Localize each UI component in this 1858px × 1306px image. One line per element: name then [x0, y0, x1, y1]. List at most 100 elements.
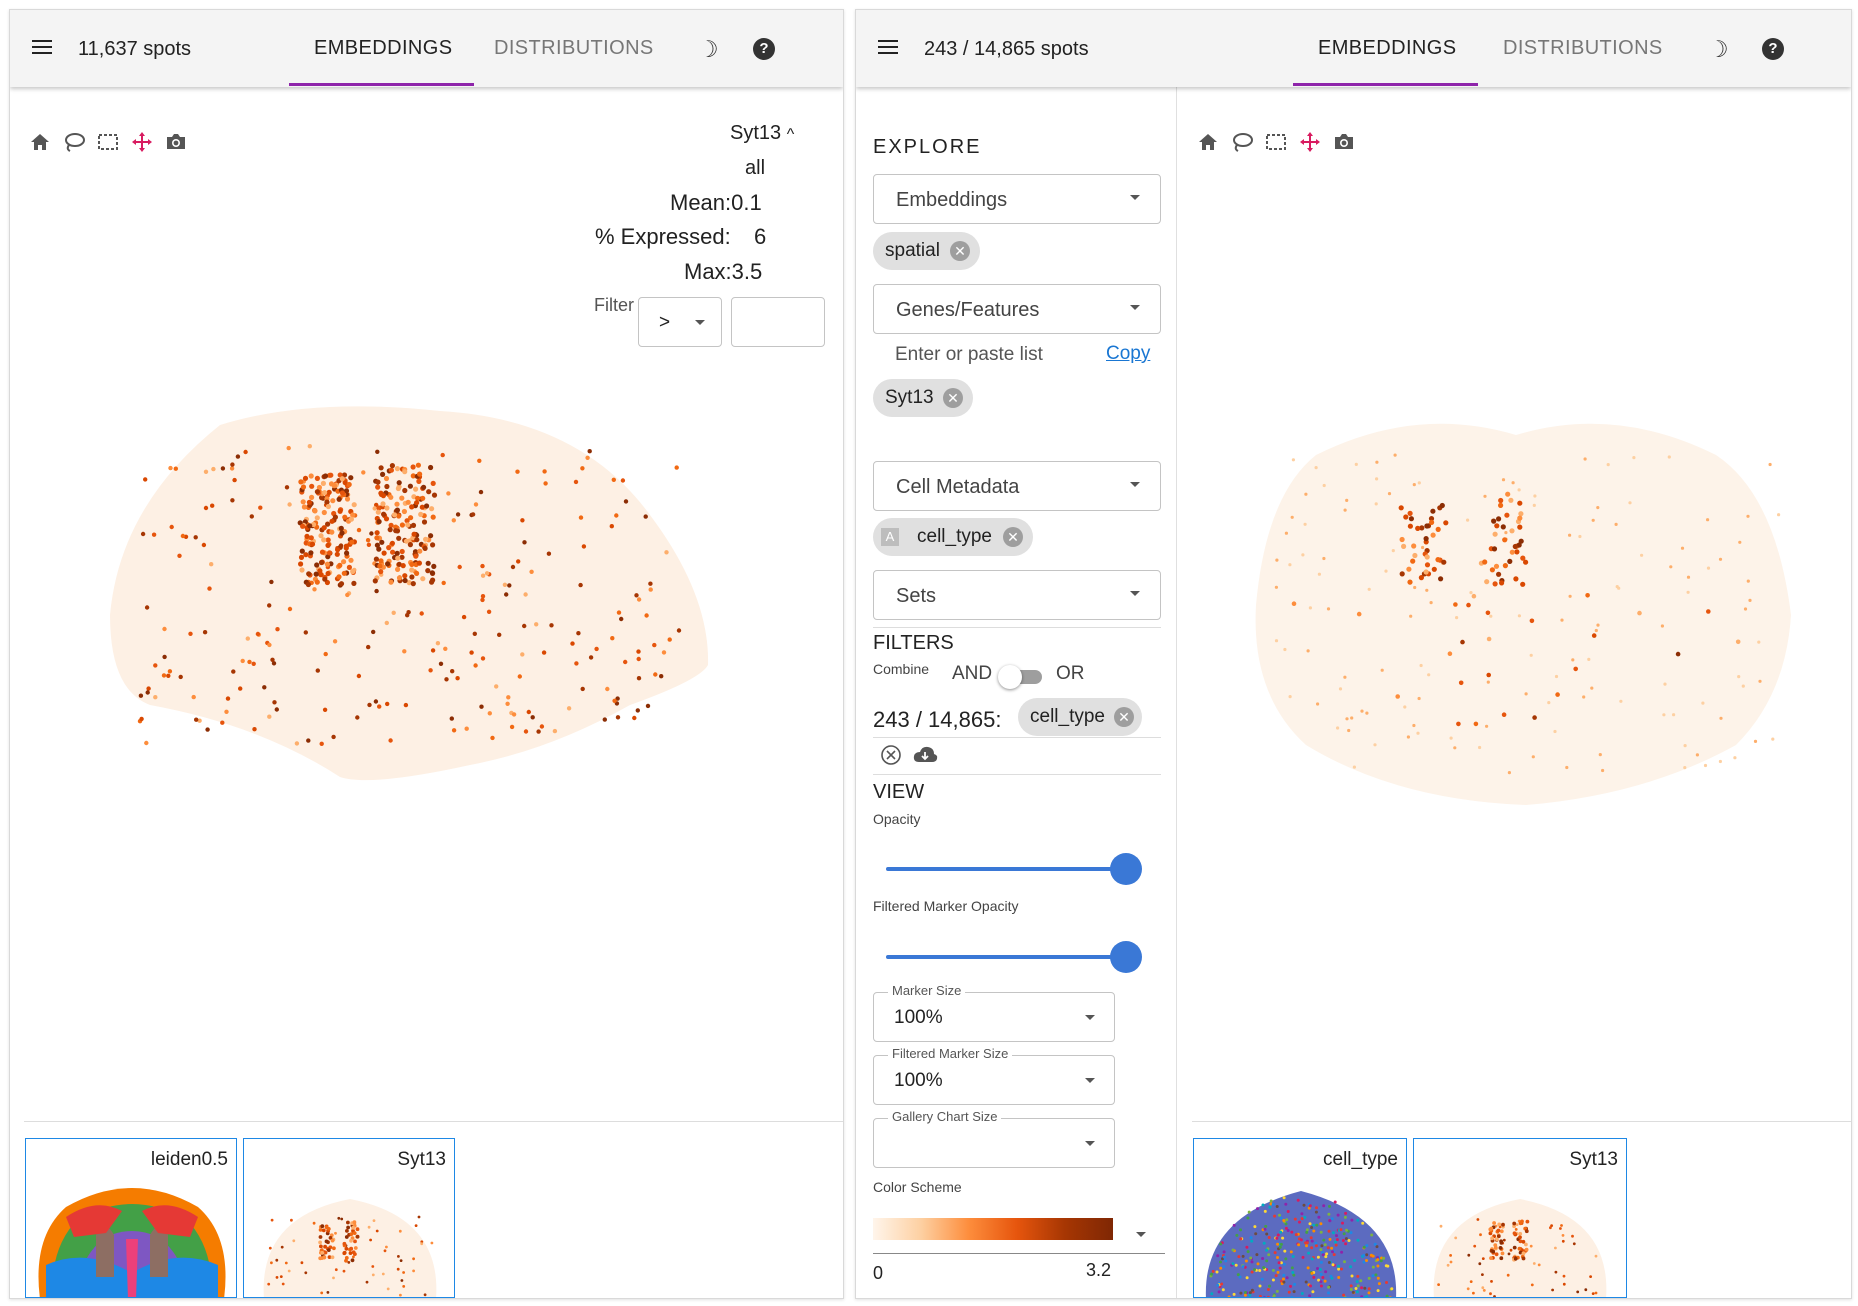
filtered-marker-size-select[interactable]: Filtered Marker Size 100% [873, 1046, 1115, 1105]
help-icon[interactable]: ? [753, 38, 775, 60]
filters-title: FILTERS [873, 632, 954, 654]
embeddings-select[interactable]: Embeddings [873, 174, 1161, 224]
help-icon[interactable]: ? [1762, 38, 1784, 60]
color-scheme-dropdown-icon[interactable] [1136, 1232, 1146, 1237]
left-panel: 11,637 spots EMBEDDINGS DISTRIBUTIONS ☽ … [9, 9, 844, 1299]
download-icon[interactable] [912, 744, 938, 766]
remove-chip-icon[interactable]: ✕ [950, 241, 970, 261]
menu-icon[interactable] [32, 40, 52, 56]
stats-expressed-label: % Expressed: [595, 224, 731, 249]
filtered-opacity-label: Filtered Marker Opacity [873, 898, 1019, 914]
camera-icon[interactable] [164, 130, 188, 154]
filter-operator-select[interactable]: > [638, 297, 722, 347]
remove-chip-icon[interactable]: ✕ [1003, 527, 1023, 547]
filter-count: 243 / 14,865: [873, 707, 1002, 732]
color-scheme-gradient[interactable] [873, 1218, 1113, 1240]
spatial-scatter-plot[interactable] [1216, 415, 1836, 855]
filtered-opacity-slider-thumb[interactable] [1110, 941, 1142, 973]
explore-title: EXPLORE [873, 136, 982, 158]
categorical-icon: A [881, 528, 899, 546]
view-title: VIEW [873, 781, 925, 803]
stats-subset: all [745, 157, 766, 179]
or-label: OR [1056, 663, 1085, 684]
clear-filter-icon[interactable] [880, 744, 902, 766]
remove-chip-icon[interactable]: ✕ [1114, 707, 1134, 727]
region-right-striatum [150, 1226, 168, 1277]
cell-type-points [1209, 1196, 1394, 1297]
filtered-opacity-slider[interactable] [886, 955, 1126, 959]
region-left-striatum [96, 1226, 114, 1277]
gene-list-input[interactable]: Enter or paste list [895, 344, 1043, 365]
thumb-label: Syt13 [1569, 1149, 1618, 1170]
tissue-outline [110, 406, 709, 781]
expression-points [137, 444, 682, 746]
lasso-icon[interactable] [62, 130, 86, 154]
stats-mean: Mean:0.1 [670, 190, 762, 215]
camera-icon[interactable] [1332, 130, 1356, 154]
spots-count: 11,637 spots [78, 38, 192, 60]
filter-value-input[interactable] [731, 297, 825, 347]
lasso-icon[interactable] [1230, 130, 1254, 154]
tab-embeddings[interactable]: EMBEDDINGS [1318, 37, 1457, 59]
marker-size-select[interactable]: Marker Size 100% [873, 983, 1115, 1042]
pan-icon[interactable] [1298, 130, 1322, 154]
gallery-chart-size-select[interactable]: Gallery Chart Size [873, 1109, 1115, 1168]
sets-select[interactable]: Sets [873, 570, 1161, 620]
color-min-label: 0 [873, 1263, 884, 1283]
dark-mode-icon[interactable]: ☽ [1708, 36, 1729, 62]
color-scheme-label: Color Scheme [873, 1179, 962, 1195]
box-select-icon[interactable] [1264, 130, 1288, 154]
region-red-left [66, 1205, 122, 1237]
cell-metadata-select[interactable]: Cell Metadata [873, 461, 1161, 511]
and-label: AND [952, 663, 993, 684]
opacity-slider-thumb[interactable] [1110, 853, 1142, 885]
opacity-slider[interactable] [886, 867, 1126, 871]
right-panel: 243 / 14,865 spots EMBEDDINGS DISTRIBUTI… [855, 9, 1852, 1299]
filter-chip-cell-type[interactable]: cell_type ✕ [1018, 698, 1142, 736]
region-midline [126, 1239, 138, 1297]
gallery-thumb-cell-type[interactable]: cell_type [1193, 1138, 1407, 1298]
syt13-thumbnail-plot [263, 1199, 437, 1297]
stats-max: Max:3.5 [684, 259, 763, 284]
gallery-divider [24, 1121, 843, 1122]
dark-mode-icon[interactable]: ☽ [698, 36, 719, 62]
opacity-label: Opacity [873, 811, 921, 827]
tab-indicator [289, 83, 474, 86]
section-divider [873, 737, 1161, 738]
genes-features-select[interactable]: Genes/Features [873, 284, 1161, 334]
pan-icon[interactable] [130, 130, 154, 154]
filter-label: Filter [594, 295, 634, 315]
gallery-thumb-syt13[interactable]: Syt13 [243, 1138, 455, 1298]
home-icon[interactable] [28, 130, 52, 154]
expression-points [1437, 1218, 1598, 1297]
cell-type-thumbnail-plot [1205, 1191, 1397, 1297]
tab-distributions[interactable]: DISTRIBUTIONS [1503, 37, 1663, 59]
color-scheme-underline [873, 1253, 1165, 1254]
tissue-outline [1255, 423, 1791, 805]
sidebar-divider [1176, 87, 1177, 1298]
metadata-chip-cell-type: A cell_type ✕ [873, 518, 1033, 556]
spatial-scatter-plot[interactable] [110, 405, 730, 835]
gallery-thumb-syt13[interactable]: Syt13 [1413, 1138, 1627, 1298]
tab-embeddings[interactable]: EMBEDDINGS [314, 37, 453, 59]
tab-distributions[interactable]: DISTRIBUTIONS [494, 37, 654, 59]
remove-chip-icon[interactable]: ✕ [943, 388, 963, 408]
region-red-right [142, 1205, 198, 1237]
gallery-thumb-leiden[interactable]: leiden0.5 [25, 1138, 237, 1298]
copy-link[interactable]: Copy [1106, 343, 1151, 364]
thumb-label: leiden0.5 [150, 1149, 228, 1170]
home-icon[interactable] [1196, 130, 1220, 154]
combine-toggle[interactable] [998, 665, 1042, 689]
section-divider [873, 627, 1161, 628]
stats-expressed-value: 6 [754, 224, 767, 249]
gallery-divider [1192, 1121, 1851, 1122]
color-max-label: 3.2 [1086, 1260, 1112, 1280]
expression-points [267, 1215, 434, 1297]
gene-title[interactable]: Syt13 ^ [730, 122, 795, 144]
right-top-bar: 243 / 14,865 spots EMBEDDINGS DISTRIBUTI… [856, 10, 1851, 87]
menu-icon[interactable] [878, 40, 898, 56]
spots-count: 243 / 14,865 spots [924, 38, 1089, 60]
box-select-icon[interactable] [96, 130, 120, 154]
section-divider [873, 774, 1161, 775]
syt13-thumbnail-plot [1433, 1199, 1607, 1297]
